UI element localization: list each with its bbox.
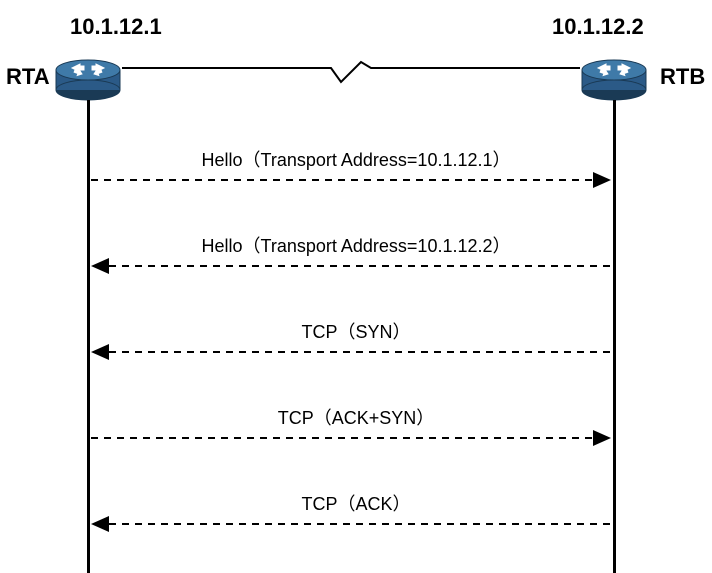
message-label: TCP（ACK+SYN）: [0, 404, 712, 430]
message-row: Hello（Transport Address=10.1.12.1）: [0, 146, 712, 194]
message-label: Hello（Transport Address=10.1.12.1）: [0, 146, 712, 172]
message-label: Hello（Transport Address=10.1.12.2）: [0, 232, 712, 258]
message-row: TCP（ACK）: [0, 490, 712, 538]
arrow-right-icon: [91, 430, 611, 446]
arrow-left-icon: [91, 258, 611, 274]
message-row: TCP（SYN）: [0, 318, 712, 366]
arrow-left-icon: [91, 516, 611, 532]
message-row: Hello（Transport Address=10.1.12.2）: [0, 232, 712, 280]
arrow-right-icon: [91, 172, 611, 188]
message-label: TCP（SYN）: [0, 318, 712, 344]
message-row: TCP（ACK+SYN）: [0, 404, 712, 452]
link-line: [0, 0, 712, 120]
arrow-left-icon: [91, 344, 611, 360]
message-label: TCP（ACK）: [0, 490, 712, 516]
